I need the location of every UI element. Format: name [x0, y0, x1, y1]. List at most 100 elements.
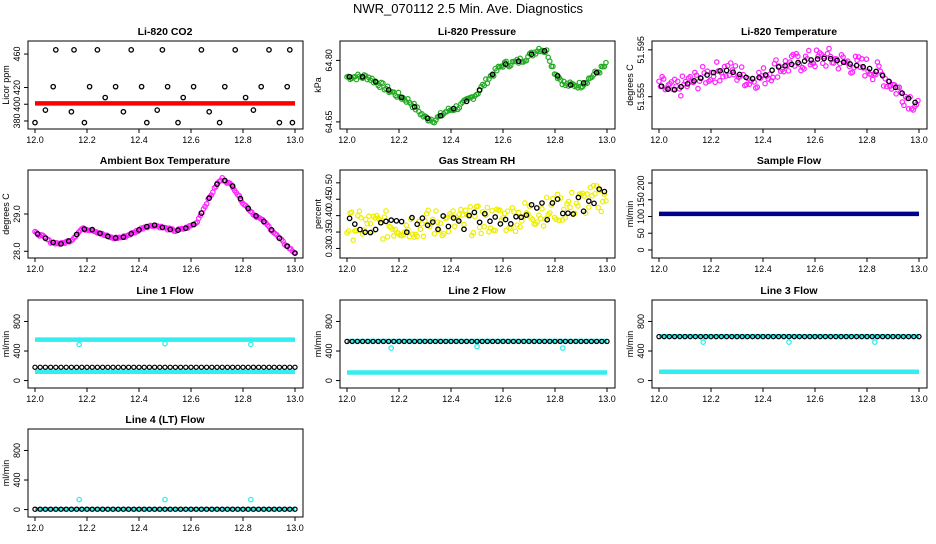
data-point [699, 63, 706, 70]
data-point [411, 104, 418, 110]
data-point [495, 338, 501, 345]
data-point [656, 78, 662, 85]
data-point [756, 74, 762, 81]
data-point [570, 211, 577, 217]
data-point [271, 364, 277, 370]
data-point [157, 364, 163, 370]
panel-title: Line 1 Flow [136, 285, 194, 297]
data-point [224, 364, 231, 370]
data-point [287, 506, 293, 512]
panel-line3: Line 3 Flow 12.0 12.2 12.4 12.6 12.8 13.0 0 400… [624, 285, 934, 415]
data-point [596, 186, 603, 192]
data-point [348, 209, 355, 215]
data-point [893, 91, 899, 97]
data-point [219, 364, 225, 370]
data-point [795, 59, 801, 66]
data-point [167, 226, 174, 233]
data-point [385, 338, 392, 345]
data-point [886, 78, 892, 85]
data-point [534, 219, 541, 225]
data-point [601, 191, 608, 198]
data-point [384, 234, 391, 240]
data-point [658, 83, 665, 90]
data-point [193, 364, 199, 370]
data-point [769, 67, 775, 74]
data-point [136, 506, 142, 512]
data-point [380, 236, 386, 242]
data-point [754, 84, 761, 90]
x-tick-label: 12.2 [78, 264, 96, 274]
data-point [430, 216, 436, 223]
data-point [781, 333, 787, 340]
data-point [175, 119, 181, 126]
x-tick-label: 13.0 [598, 135, 616, 145]
data-point [182, 225, 189, 232]
data-point [786, 339, 792, 346]
data-point [521, 338, 527, 345]
y-axis-label: kPa [313, 77, 323, 93]
data-point [419, 215, 426, 221]
data-point [492, 214, 499, 220]
data-point [172, 506, 179, 512]
data-point [136, 364, 142, 370]
data-layer [656, 333, 922, 374]
y-tick-label: 51.595 [636, 36, 646, 64]
data-point [206, 195, 213, 202]
panel-rh: Gas Stream RH 12.0 12.2 12.4 12.6 12.8 13.0 0.… [312, 155, 622, 285]
x-tick-label: 12.6 [806, 264, 824, 274]
data-point [162, 340, 168, 347]
data-point [99, 364, 106, 370]
data-point [723, 73, 729, 79]
data-point [567, 338, 574, 345]
data-point [588, 338, 595, 345]
chart-ambient: 12.0 12.2 12.4 12.6 12.8 13.0 28.0 29.0degrees … [1, 169, 304, 274]
data-point [188, 364, 194, 370]
data-point [502, 216, 509, 223]
data-point [240, 506, 246, 512]
x-tick-label: 12.2 [78, 135, 96, 145]
data-point [276, 119, 283, 126]
data-point [63, 364, 69, 370]
data-point [435, 226, 441, 233]
plot-frame [339, 169, 616, 259]
data-point [710, 69, 717, 76]
data-point [550, 63, 556, 70]
y-axis-label: degrees C [625, 64, 635, 106]
data-point [440, 230, 447, 237]
data-point [481, 223, 488, 230]
data-point [281, 506, 288, 512]
data-point [424, 115, 431, 122]
panel-line4: Line 4 (LT) Flow 12.0 12.2 12.4 12.6 12.8 13.… [0, 414, 310, 544]
data-point [604, 338, 610, 345]
data-point [533, 205, 540, 211]
x-tick-label: 12.8 [546, 135, 564, 145]
panel-sample-flow: Sample Flow 12.0 12.2 12.4 12.6 12.8 13.0 0 50 1… [624, 155, 934, 285]
x-tick-label: 13.0 [598, 264, 616, 274]
data-point [765, 333, 771, 340]
x-tick-label: 12.0 [338, 264, 356, 274]
data-point [105, 506, 111, 512]
data-point [592, 190, 598, 197]
data-point [785, 68, 792, 74]
data-point [515, 209, 522, 216]
y-tick-label: 400 [324, 344, 334, 359]
plot-frame [651, 299, 928, 389]
data-point [732, 63, 739, 69]
data-point [697, 333, 704, 340]
data-point [94, 47, 101, 53]
data-point [590, 182, 597, 189]
data-point [743, 81, 750, 88]
x-tick-label: 12.0 [26, 135, 44, 145]
data-point [183, 364, 189, 370]
x-tick-label: 13.0 [598, 394, 616, 404]
data-point [450, 105, 457, 112]
y-axis-label: ml/min [625, 331, 635, 358]
y-tick-label: 0 [12, 378, 22, 383]
data-point [466, 212, 473, 219]
data-point [528, 201, 535, 208]
data-point [463, 338, 470, 345]
data-point [73, 231, 80, 238]
data-point [58, 240, 64, 247]
data-point [476, 224, 483, 231]
data-point [177, 364, 184, 370]
